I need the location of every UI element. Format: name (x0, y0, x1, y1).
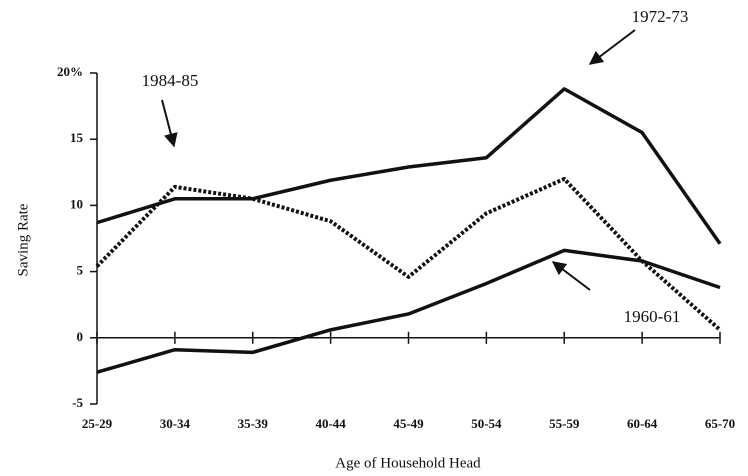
series-label: 1972-73 (632, 7, 689, 26)
x-tick-label: 65-70 (705, 416, 735, 431)
x-tick-label: 30-34 (160, 416, 191, 431)
x-axis-title: Age of Household Head (335, 455, 481, 471)
line-series (95, 176, 722, 332)
y-tick-label: 10 (70, 196, 83, 211)
y-axis-title: Saving Rate (15, 203, 31, 276)
x-tick-label: 60-64 (627, 416, 658, 431)
x-tick-label: 45-49 (393, 416, 424, 431)
annotation-arrow (551, 261, 591, 291)
x-tick-label: 40-44 (315, 416, 346, 431)
annotation-arrow (161, 99, 178, 148)
y-tick-label: 20% (57, 64, 83, 79)
line-series (96, 248, 721, 374)
y-tick-label: 15 (70, 130, 84, 145)
x-tick-label: 35-39 (238, 416, 269, 431)
line-series (96, 87, 722, 245)
y-tick-label: 0 (77, 329, 84, 344)
x-tick-label: 25-29 (82, 416, 113, 431)
series-label: 1984-85 (142, 71, 199, 90)
series-label: 1960-61 (624, 307, 681, 326)
y-tick-label: 5 (77, 263, 84, 278)
x-tick-label: 50-54 (471, 416, 502, 431)
y-tick-label: -5 (72, 395, 83, 410)
annotation-arrow (588, 29, 636, 65)
x-tick-label: 55-59 (549, 416, 580, 431)
